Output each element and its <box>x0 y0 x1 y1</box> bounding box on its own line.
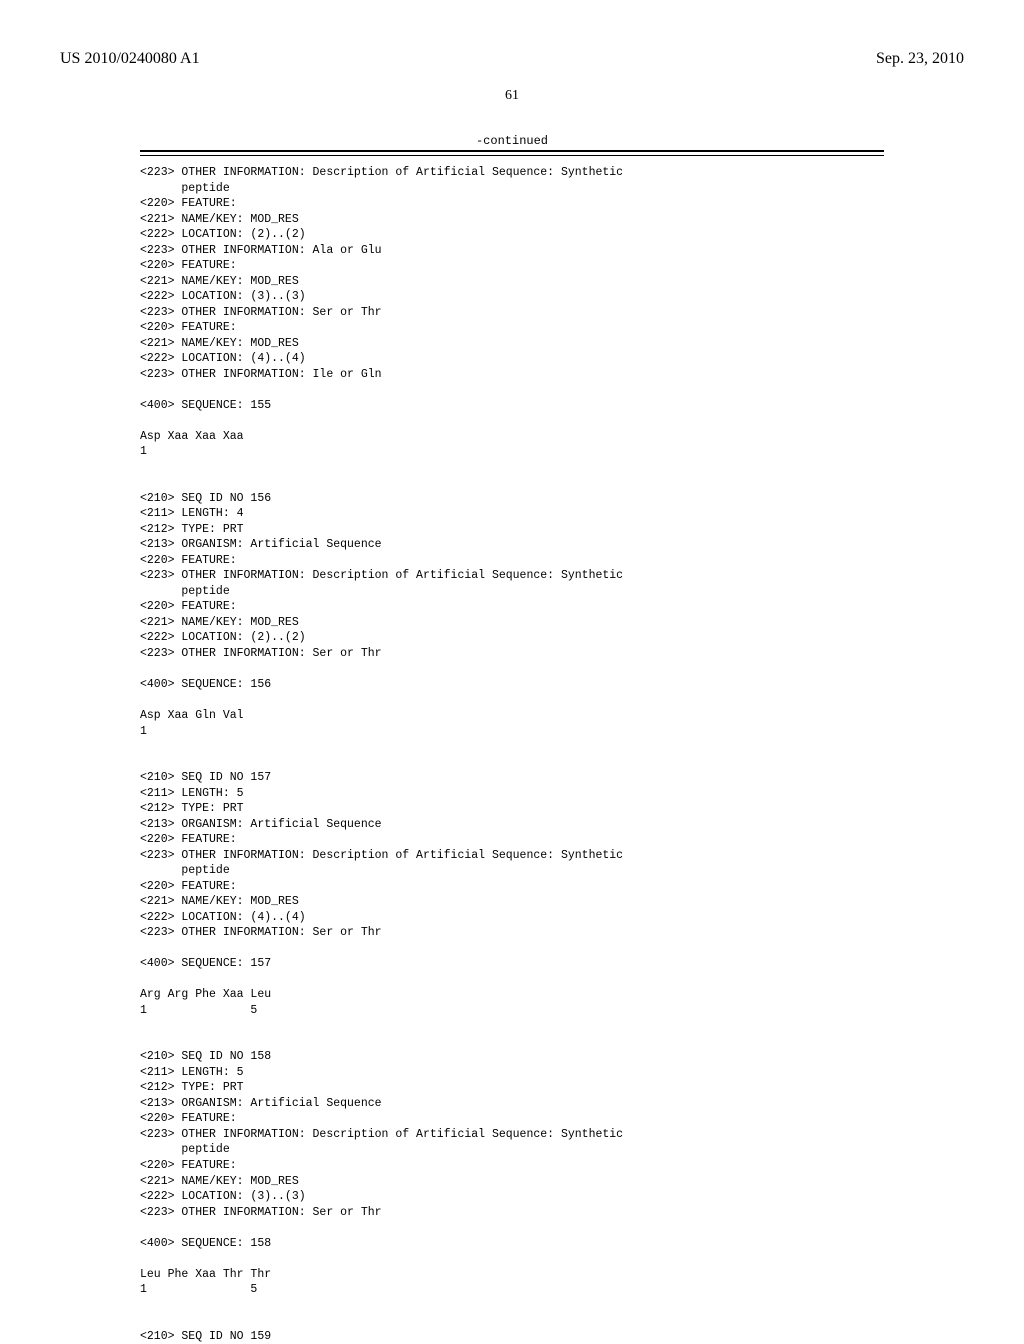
publication-date: Sep. 23, 2010 <box>876 50 964 68</box>
horizontal-rule-thick <box>140 150 884 153</box>
page-number: 61 <box>60 88 964 104</box>
sequence-listing-text: <223> OTHER INFORMATION: Description of … <box>140 165 884 1344</box>
horizontal-rule-thin <box>140 155 884 157</box>
page-header: US 2010/0240080 A1 Sep. 23, 2010 <box>60 50 964 68</box>
continued-label: -continued <box>60 134 964 148</box>
publication-number: US 2010/0240080 A1 <box>60 50 200 68</box>
page-container: US 2010/0240080 A1 Sep. 23, 2010 61 -con… <box>0 0 1024 1320</box>
